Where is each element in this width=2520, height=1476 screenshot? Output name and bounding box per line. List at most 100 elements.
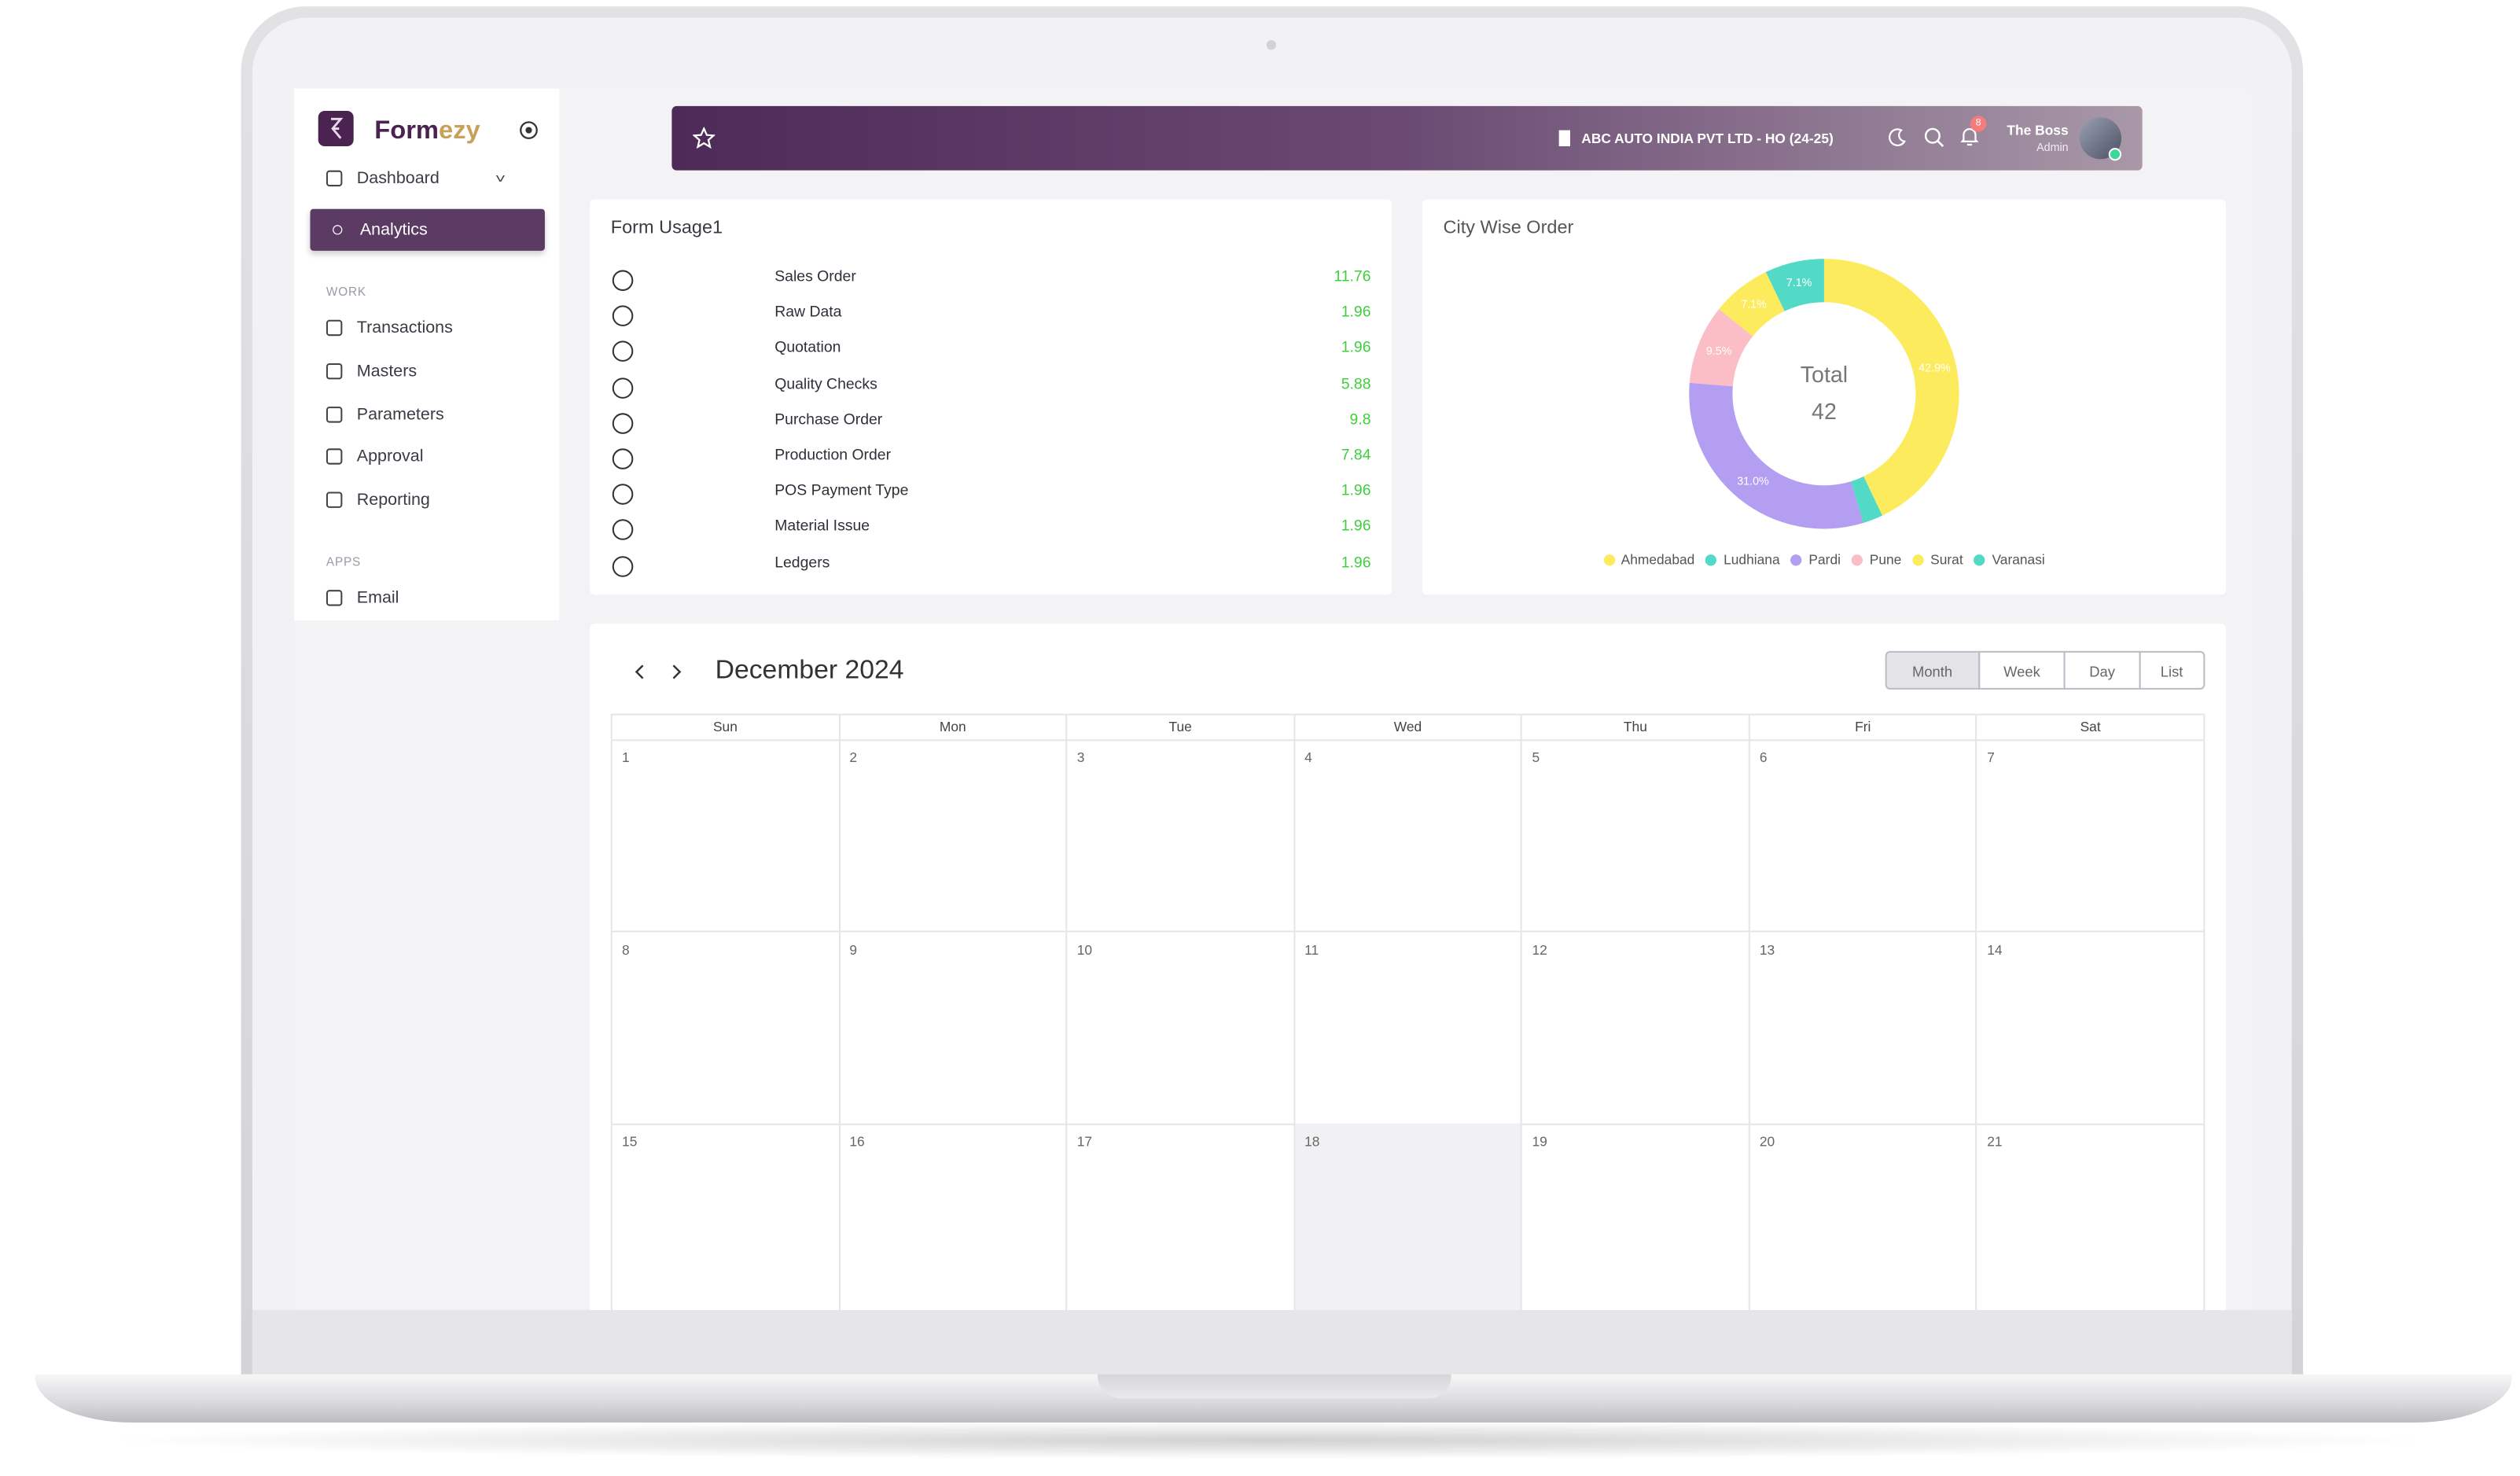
- screen: Formezy Dashboard ˅ Analytics WORK Transacti…: [294, 88, 2252, 1310]
- legend-item[interactable]: Pardi: [1790, 551, 1841, 568]
- nav-item[interactable]: Masters: [326, 361, 417, 381]
- company-name[interactable]: ABC AUTO INDIA PVT LTD - HO (24-25): [1581, 130, 1834, 147]
- day-cell[interactable]: 16: [840, 1124, 1068, 1310]
- legend-label: Pune: [1869, 551, 1902, 568]
- day-cell[interactable]: 2: [840, 739, 1068, 933]
- view-button[interactable]: Day: [2064, 650, 2140, 690]
- weekday: Sun: [612, 715, 841, 742]
- nav-item[interactable]: Dashboard ˅: [326, 168, 506, 189]
- form-icon: [612, 555, 634, 576]
- legend-item[interactable]: Pune: [1852, 551, 1902, 568]
- donut-slice[interactable]: [1823, 259, 1959, 516]
- nav-label: Transactions: [356, 318, 453, 338]
- nav-icon: [333, 225, 343, 235]
- day-cell[interactable]: 10: [1067, 931, 1295, 1125]
- view-button[interactable]: Month: [1885, 650, 1980, 690]
- donut-slice[interactable]: [1719, 271, 1785, 337]
- sidebar: Formezy Dashboard ˅ Analytics WORK Transacti…: [294, 88, 560, 620]
- theme-icon[interactable]: [1887, 127, 1908, 148]
- day-cell[interactable]: 15: [613, 1124, 841, 1310]
- form-icon: [612, 520, 634, 541]
- next-button[interactable]: [670, 664, 682, 679]
- form-value: 1.96: [1341, 304, 1371, 322]
- legend-item[interactable]: Surat: [1912, 551, 1963, 568]
- day-cell[interactable]: 12: [1522, 931, 1750, 1125]
- day-cell[interactable]: 9: [840, 931, 1068, 1125]
- day-cell[interactable]: 17: [1068, 1124, 1295, 1310]
- day-cell[interactable]: 7: [1977, 739, 2205, 933]
- nav-label: Dashboard: [356, 168, 440, 189]
- form-icon: [612, 341, 634, 363]
- search-icon[interactable]: [1924, 127, 1945, 148]
- nav-icon: [326, 449, 343, 466]
- nav-icon: [326, 590, 343, 606]
- day-cell[interactable]: 6: [1749, 739, 1977, 933]
- form-name: Production Order: [774, 447, 892, 465]
- day-cell[interactable]: 13: [1749, 931, 1977, 1125]
- nav-item[interactable]: Reporting: [326, 491, 430, 510]
- day-cell[interactable]: 5: [1522, 739, 1750, 933]
- weekday: Sat: [1977, 715, 2205, 742]
- star-icon[interactable]: [692, 127, 716, 149]
- view-switcher: Month Week Day List: [1885, 650, 2205, 690]
- form-value: 1.96: [1341, 554, 1371, 572]
- card-title: Form Usage1: [610, 218, 723, 238]
- day-cell[interactable]: 18: [1294, 1124, 1523, 1310]
- legend-item[interactable]: Ahmedabad: [1603, 551, 1695, 568]
- form-value: 7.84: [1341, 447, 1371, 465]
- form-value: 1.96: [1341, 340, 1371, 358]
- day-cell[interactable]: 21: [1977, 1124, 2205, 1310]
- donut-chart: 42.9% 31.0% 9.5% 7.1% 7.1% Total 42: [1689, 259, 1959, 529]
- donut-slice[interactable]: [1689, 309, 1753, 387]
- donut-slice[interactable]: [1850, 476, 1883, 524]
- legend-label: Ahmedabad: [1621, 551, 1695, 568]
- legend-dot: [1912, 554, 1924, 565]
- donut-slice[interactable]: [1689, 382, 1863, 529]
- day-cell[interactable]: 14: [1977, 931, 2205, 1125]
- day-cell[interactable]: 1: [612, 739, 841, 933]
- brand-part: Form: [374, 117, 440, 145]
- donut-slice[interactable]: [1765, 259, 1824, 311]
- center-value: 42: [1812, 399, 1837, 425]
- prev-button[interactable]: [633, 664, 646, 679]
- day-cell[interactable]: 4: [1294, 739, 1523, 933]
- slice-label: 9.5%: [1706, 345, 1732, 358]
- nav-label: Approval: [356, 447, 424, 467]
- legend-label: Surat: [1930, 551, 1963, 568]
- nav-icon: [326, 319, 343, 337]
- view-button[interactable]: List: [2138, 650, 2205, 690]
- legend-item[interactable]: Varanasi: [1974, 551, 2045, 568]
- nav-icon: [326, 491, 343, 509]
- nav-item[interactable]: Email: [326, 588, 399, 608]
- day-cell[interactable]: 8: [612, 931, 841, 1125]
- nav-item[interactable]: Parameters: [326, 404, 444, 424]
- form-usage-card: Form Usage1 Sales Order 11.76 Raw Data 1.96…: [590, 199, 1392, 595]
- day-cell[interactable]: 19: [1522, 1124, 1750, 1310]
- day-cell[interactable]: 20: [1750, 1124, 1977, 1310]
- notification-badge: 8: [1970, 116, 1987, 132]
- status-dot: [2108, 148, 2122, 161]
- settings-icon[interactable]: [519, 120, 539, 140]
- legend-dot: [1603, 554, 1615, 565]
- form-name: Sales Order: [774, 268, 856, 286]
- slice-label: 42.9%: [1919, 363, 1951, 375]
- nav-item[interactable]: Analytics: [329, 220, 428, 240]
- building-icon: [1558, 130, 1570, 147]
- center-label: Total: [1801, 363, 1848, 388]
- nav-label: Email: [356, 588, 399, 608]
- legend-dot: [1705, 554, 1717, 565]
- section-title: APPS: [326, 554, 362, 569]
- day-cell[interactable]: 11: [1294, 931, 1523, 1125]
- nav-item[interactable]: Approval: [326, 447, 424, 467]
- nav-item[interactable]: Transactions: [326, 318, 453, 338]
- bell-icon[interactable]: [1959, 125, 1981, 148]
- view-button[interactable]: Week: [1977, 650, 2066, 690]
- form-name: Purchase Order: [774, 410, 883, 429]
- legend-item[interactable]: Ludhiana: [1705, 551, 1780, 568]
- day-cell[interactable]: 3: [1067, 739, 1295, 933]
- form-name: POS Payment Type: [774, 482, 909, 501]
- slice-label: 31.0%: [1737, 476, 1769, 488]
- form-icon: [612, 412, 634, 434]
